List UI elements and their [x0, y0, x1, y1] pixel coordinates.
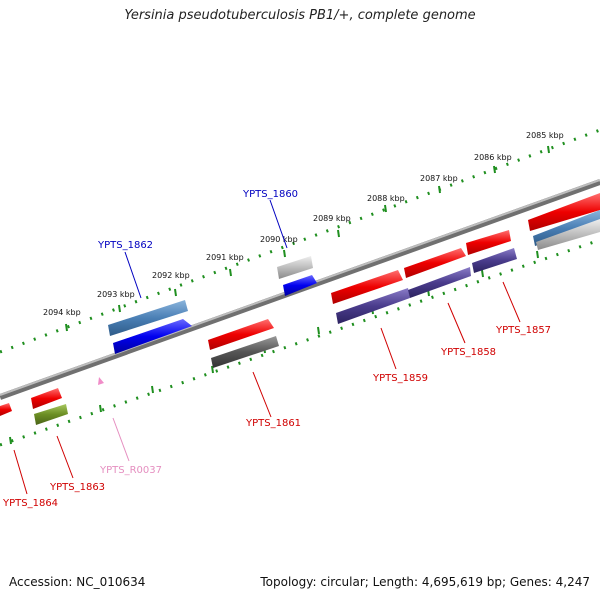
gene-label-ypts1864[interactable]: YPTS_1864	[2, 498, 58, 509]
feature-ypts1860-outer[interactable]	[277, 256, 317, 296]
tick-label-2087: 2087 kbp	[420, 174, 458, 183]
ruler-inner	[0, 238, 600, 447]
feature-right-edge[interactable]	[528, 193, 600, 250]
gene-label-ypts1862[interactable]: YPTS_1862	[97, 240, 153, 251]
tick-label-2085: 2085 kbp	[526, 131, 564, 140]
gene-label-ypts1860[interactable]: YPTS_1860	[242, 189, 298, 200]
gene-labels: YPTS_1862 YPTS_1860 YPTS_1861 YPTS_1859 …	[2, 189, 551, 509]
tick-label-2094: 2094 kbp	[43, 308, 81, 317]
genome-stats-label: Topology: circular; Length: 4,695,619 bp…	[260, 575, 590, 589]
leader-lines	[13, 199, 521, 495]
tick-label-2088: 2088 kbp	[367, 194, 405, 203]
accession-label: Accession: NC_010634	[9, 575, 146, 589]
tick-label-2089: 2089 kbp	[313, 214, 351, 223]
feature-ypts1859[interactable]	[331, 270, 410, 324]
gene-label-ypts1859[interactable]: YPTS_1859	[372, 373, 428, 384]
tick-label-2086: 2086 kbp	[474, 153, 512, 162]
tick-label-2092: 2092 kbp	[152, 271, 190, 280]
outer-major-ticks	[65, 145, 550, 332]
gene-label-ypts1857[interactable]: YPTS_1857	[495, 325, 551, 336]
feature-ypts1862[interactable]	[108, 300, 192, 354]
feature-ypts1858[interactable]	[404, 248, 471, 298]
tick-label-2093: 2093 kbp	[97, 290, 135, 299]
map-title: Yersinia pseudotuberculosis PB1/+, compl…	[124, 8, 476, 23]
gene-label-ypts1861[interactable]: YPTS_1861	[245, 418, 301, 429]
feature-ypts1863[interactable]	[31, 388, 68, 425]
gene-label-ypts1858[interactable]: YPTS_1858	[440, 347, 496, 358]
feature-ypts1857[interactable]	[466, 230, 517, 273]
tick-label-2091: 2091 kbp	[206, 253, 244, 262]
feature-ypts-r0037[interactable]	[98, 377, 104, 385]
tick-labels: 2085 kbp 2086 kbp 2087 kbp 2088 kbp 2089…	[43, 131, 564, 317]
feature-ypts1864[interactable]	[0, 403, 12, 416]
tick-label-2090: 2090 kbp	[260, 235, 298, 244]
gene-label-ypts1863[interactable]: YPTS_1863	[49, 482, 105, 493]
feature-ypts1861[interactable]	[208, 319, 279, 368]
gene-label-ypts-r0037[interactable]: YPTS_R0037	[99, 465, 162, 476]
